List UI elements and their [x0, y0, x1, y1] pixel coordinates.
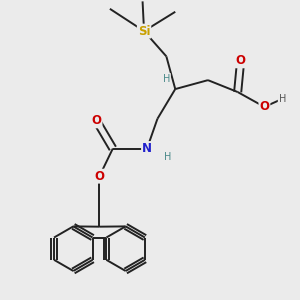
Text: O: O [236, 54, 246, 67]
Text: O: O [260, 100, 269, 113]
Text: H: H [279, 94, 286, 104]
Text: Si: Si [138, 25, 150, 38]
Text: H: H [164, 152, 172, 161]
Text: H: H [163, 74, 170, 84]
Text: N: N [142, 142, 152, 155]
Text: O: O [92, 114, 101, 128]
Text: O: O [94, 170, 104, 183]
